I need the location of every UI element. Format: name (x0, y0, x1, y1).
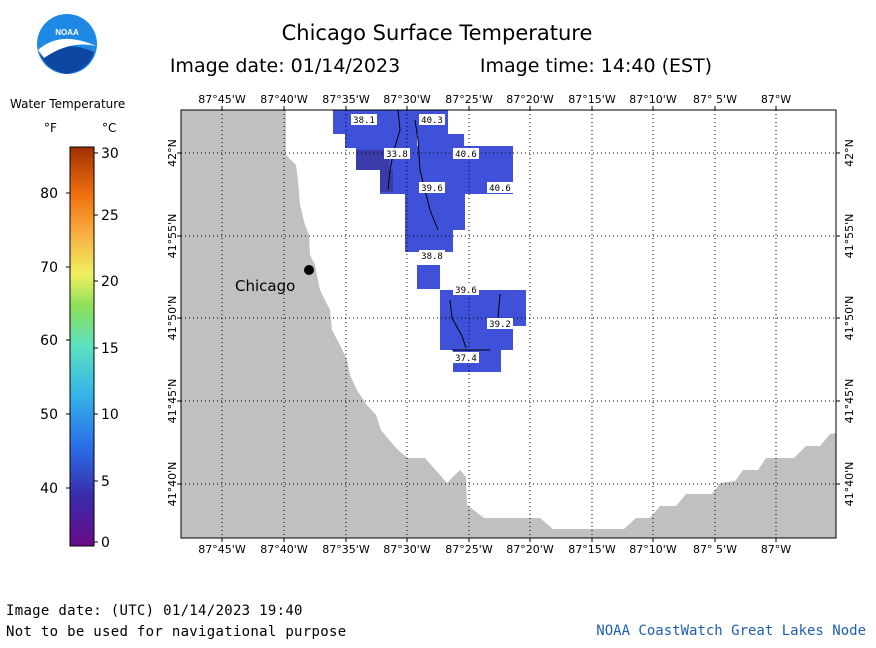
temp-label: 33.8 (386, 150, 408, 160)
temp-label-box (419, 182, 445, 193)
lon-label-bottom: 87°10'W (629, 543, 677, 556)
legend-unit-f: °F (44, 121, 57, 135)
temp-label-box (384, 148, 410, 159)
chart-title: Chicago Surface Temperature (282, 21, 593, 45)
lon-label-bottom: 87°20'W (506, 543, 554, 556)
lat-label-right: 41°40'N (843, 462, 856, 507)
temp-label-box (487, 318, 513, 329)
city-marker (304, 265, 314, 275)
image-time: Image time: 14:40 (EST) (480, 55, 712, 77)
temp-label-box (453, 284, 479, 295)
svg-text:NOAA: NOAA (55, 28, 79, 37)
c-tick-label: 20 (101, 274, 119, 290)
legend-unit-c: °C (102, 121, 116, 135)
c-tick-label: 0 (101, 535, 110, 551)
lon-label-top: 87°30'W (383, 93, 431, 106)
lon-label-top: 87°15'W (568, 93, 616, 106)
lon-label-bottom: 87°30'W (383, 543, 431, 556)
lat-label-left: 41°50'N (166, 296, 179, 341)
lon-label-top: 87° 5'W (693, 93, 737, 106)
temp-label: 40.6 (489, 184, 511, 194)
temp-label: 40.6 (455, 150, 477, 160)
temp-label-box (419, 114, 445, 125)
temp-label: 40.3 (421, 116, 443, 126)
f-tick-label: 60 (40, 333, 58, 349)
lon-label-bottom: 87°40'W (260, 543, 308, 556)
lat-label-right: 41°55'N (843, 214, 856, 259)
noaa-logo: NOAA (37, 14, 97, 74)
temp-label: 39.6 (455, 286, 477, 296)
map-border (180, 109, 837, 539)
c-tick-label: 15 (101, 341, 119, 357)
lon-label-bottom: 87°W (761, 543, 791, 556)
lon-label-top: 87°25'W (445, 93, 493, 106)
graticule (181, 110, 836, 538)
utc-date: Image date: (UTC) 01/14/2023 19:40 (6, 603, 303, 619)
lon-label-bottom: 87°25'W (445, 543, 493, 556)
lat-label-left: 41°55'N (166, 214, 179, 259)
lon-label-top: 87°10'W (629, 93, 677, 106)
fahrenheit-ticks: 80 70 60 50 40 (40, 186, 70, 497)
land-mass (181, 110, 836, 538)
c-tick-label: 30 (101, 146, 119, 162)
longitude-labels-top: 87°45'W 87°40'W 87°35'W 87°30'W 87°25'W 87°20… (198, 93, 791, 110)
isotherm-lines (387, 109, 501, 351)
lon-label-top: 87°20'W (506, 93, 554, 106)
lon-label-bottom: 87°35'W (322, 543, 370, 556)
f-tick-label: 80 (40, 186, 58, 202)
temp-label: 38.1 (353, 116, 375, 126)
temp-label: 39.2 (489, 320, 511, 330)
image-date: Image date: 01/14/2023 (170, 55, 400, 77)
city-label: Chicago (235, 277, 295, 295)
lat-label-right: 41°45'N (843, 379, 856, 424)
temp-label: 38.8 (421, 252, 443, 262)
lon-label-bottom: 87°45'W (198, 543, 246, 556)
f-tick-label: 70 (40, 260, 58, 276)
temp-label-box (453, 148, 479, 159)
map-panel: Chicago 38.1 40.3 33.8 40.6 39.6 40.6 38.8 39.6… (180, 109, 837, 539)
lon-label-top: 87°W (761, 93, 791, 106)
latitude-labels-right: 42°N 41°55'N 41°50'N 41°45'N 41°40'N (836, 139, 856, 506)
f-tick-label: 50 (40, 407, 58, 423)
color-scale-bar (69, 146, 95, 547)
temp-label-box (351, 114, 377, 125)
lon-label-bottom: 87°15'W (568, 543, 616, 556)
longitude-labels-bottom: 87°45'W 87°40'W 87°35'W 87°30'W 87°25'W 87°20… (198, 538, 791, 556)
legend-title: Water Temperature (10, 97, 125, 111)
latitude-labels-left: 42°N 41°55'N 41°50'N 41°45'N 41°40'N (166, 139, 181, 506)
credit-link[interactable]: NOAA CoastWatch Great Lakes Node (596, 623, 866, 639)
lon-label-top: 87°35'W (322, 93, 370, 106)
lat-label-left: 41°45'N (166, 379, 179, 424)
temp-label-box (419, 250, 445, 261)
lon-label-top: 87°40'W (260, 93, 308, 106)
c-tick-label: 5 (101, 474, 110, 490)
navigation-disclaimer: Not to be used for navigational purpose (6, 624, 347, 640)
lon-label-top: 87°45'W (198, 93, 246, 106)
temp-label-box (487, 182, 513, 193)
lat-label-right: 42°N (843, 139, 856, 167)
f-tick-label: 40 (40, 481, 58, 497)
temp-label: 37.4 (455, 354, 477, 364)
lat-label-left: 42°N (166, 139, 179, 167)
temp-label-box (453, 352, 479, 363)
lat-label-left: 41°40'N (166, 462, 179, 507)
celsius-ticks: 30 25 20 15 10 5 0 (94, 146, 119, 551)
lon-label-bottom: 87° 5'W (693, 543, 737, 556)
lat-label-right: 41°50'N (843, 296, 856, 341)
c-tick-label: 25 (101, 208, 119, 224)
temperature-labels: 38.1 40.3 33.8 40.6 39.6 40.6 38.8 39.6 39.2 37.4 (351, 114, 513, 364)
c-tick-label: 10 (101, 407, 119, 423)
temp-label: 39.6 (421, 184, 443, 194)
